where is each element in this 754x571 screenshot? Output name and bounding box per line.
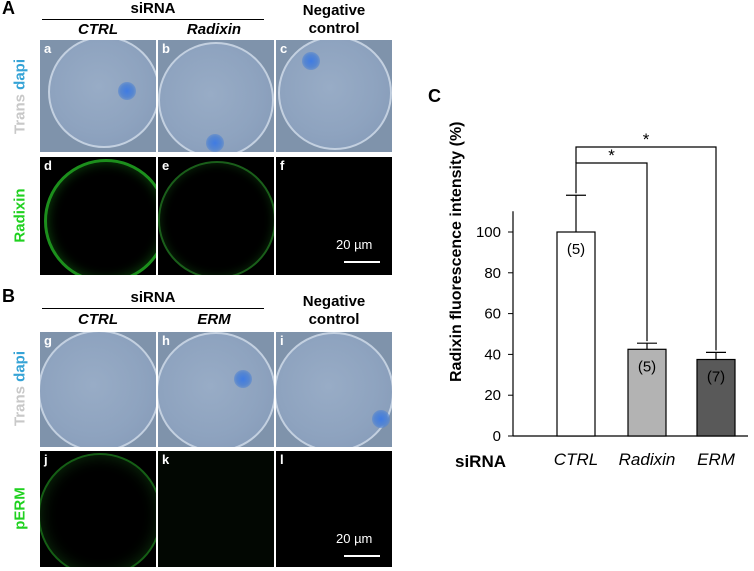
y-tick-label: 100 bbox=[476, 224, 501, 241]
sublabel-h: h bbox=[162, 333, 170, 348]
y-tick-label: 20 bbox=[484, 387, 501, 404]
scale-bar-label-b: 20 µm bbox=[336, 531, 373, 546]
panel-letter-a: A bbox=[2, 0, 15, 18]
panel-b-negative-line2: control bbox=[308, 311, 360, 328]
panel-a-sirna-rule bbox=[42, 19, 264, 20]
n-label: (5) bbox=[638, 358, 656, 375]
image-tile-j: j bbox=[40, 451, 156, 567]
panel-b-col-erm: ERM bbox=[197, 311, 231, 328]
image-tile-a: a bbox=[40, 40, 156, 152]
panel-a-negative-line1: Negative bbox=[302, 2, 366, 19]
y-tick-label: 0 bbox=[493, 428, 501, 445]
panel-a-negative-line2: control bbox=[308, 20, 360, 37]
image-tile-c: c bbox=[276, 40, 392, 152]
panel-b-negative-line1: Negative bbox=[302, 293, 366, 310]
x-category-label: Radixin bbox=[619, 450, 676, 469]
panel-b-sirna-rule bbox=[42, 308, 264, 309]
image-tile-i: i bbox=[276, 332, 392, 447]
panel-b-sirna-header: siRNA bbox=[130, 289, 176, 306]
scale-bar-b bbox=[344, 555, 380, 557]
image-tile-g: g bbox=[40, 332, 156, 447]
x-category-label: ERM bbox=[697, 450, 736, 469]
sublabel-k: k bbox=[162, 452, 170, 467]
y-tick-label: 40 bbox=[484, 346, 501, 363]
image-tile-b: b bbox=[158, 40, 274, 152]
significance-star: * bbox=[643, 130, 650, 149]
n-label: (7) bbox=[707, 369, 725, 386]
x-category-label: CTRL bbox=[554, 450, 598, 469]
sublabel-e: e bbox=[162, 158, 170, 173]
panel-b-col-ctrl: CTRL bbox=[78, 311, 118, 328]
panel-a-col-ctrl: CTRL bbox=[78, 21, 118, 38]
scale-bar-a bbox=[344, 261, 380, 263]
x-axis-label: siRNA bbox=[455, 452, 507, 471]
image-tile-k: k bbox=[158, 451, 274, 567]
y-tick-label: 60 bbox=[484, 306, 501, 323]
panel-letter-b: B bbox=[2, 286, 15, 306]
sublabel-b: b bbox=[162, 41, 170, 56]
image-tile-d: d bbox=[40, 157, 156, 275]
sublabel-f: f bbox=[280, 158, 285, 173]
sublabel-i: i bbox=[280, 333, 284, 348]
sublabel-l: l bbox=[280, 452, 284, 467]
sublabel-j: j bbox=[44, 452, 48, 467]
image-tile-h: h bbox=[158, 332, 274, 447]
significance-bracket bbox=[575, 162, 648, 342]
significance-star: * bbox=[608, 146, 615, 165]
panel-letter-c: C bbox=[428, 86, 441, 106]
n-label: (5) bbox=[567, 241, 585, 258]
panel-a-sirna-header: siRNA bbox=[130, 0, 176, 17]
sublabel-c: c bbox=[280, 41, 288, 56]
panel-a-col-radixin: Radixin bbox=[186, 21, 242, 38]
sublabel-g: g bbox=[44, 333, 52, 348]
image-tile-f: f 20 µm bbox=[276, 157, 392, 275]
y-tick-label: 80 bbox=[484, 265, 501, 282]
bar-radixin bbox=[627, 348, 667, 437]
image-tile-l: l 20 µm bbox=[276, 451, 392, 567]
scale-bar-label-a: 20 µm bbox=[336, 237, 373, 252]
significance-bracket bbox=[575, 146, 717, 351]
bar-ctrl bbox=[556, 231, 596, 437]
sublabel-a: a bbox=[44, 41, 52, 56]
image-tile-e: e bbox=[158, 157, 274, 275]
sublabel-d: d bbox=[44, 158, 52, 173]
